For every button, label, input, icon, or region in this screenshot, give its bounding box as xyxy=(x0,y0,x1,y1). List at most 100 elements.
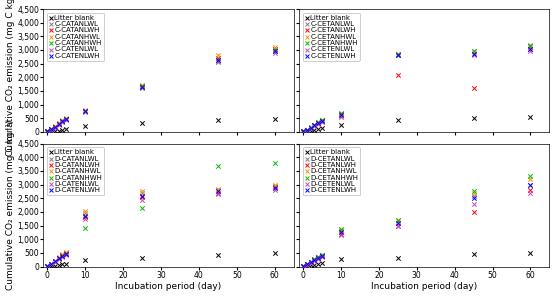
D-CETANLWH xyxy=(299,263,307,268)
C-CETANLWH xyxy=(310,123,319,127)
D-CATANLWL xyxy=(270,184,279,188)
D-CETENLWH xyxy=(314,255,322,260)
D-CETENLWH xyxy=(310,257,319,262)
D-CATANLWH xyxy=(80,215,89,220)
D-CATANHWL xyxy=(270,182,279,187)
Legend: Litter blank, C-CATANLWL, C-CATANLWH, C-CATANHWL, C-CATANHWH, C-CATENLWL, C-CATE: Litter blank, C-CATANLWL, C-CATANLWH, C-… xyxy=(47,12,104,61)
C-CETANLWH xyxy=(526,46,535,51)
C-CATANLWH xyxy=(213,56,222,61)
C-CETENLWH xyxy=(306,125,315,130)
D-CATANLWL xyxy=(80,211,89,216)
D-CATANLWH xyxy=(270,185,279,190)
D-CATENLWH xyxy=(270,186,279,190)
C-CATANHWH xyxy=(47,127,56,132)
C-CETANLWH xyxy=(302,127,311,132)
C-CATENLWH xyxy=(58,119,67,124)
C-CATANLWH xyxy=(138,84,147,89)
C-CATANLWL xyxy=(47,127,56,132)
C-CETANLWL xyxy=(306,125,315,130)
D-CETANHWH xyxy=(317,252,326,257)
D-CETANHWL xyxy=(526,177,535,181)
Litter blank xyxy=(270,116,279,121)
D-CETANLWL xyxy=(299,263,307,268)
Litter blank xyxy=(299,129,307,134)
D-CETANLWL xyxy=(469,193,478,198)
D-CATENLWH xyxy=(80,214,89,218)
D-CETANLWL xyxy=(336,229,345,233)
D-CATANHWL xyxy=(62,250,70,255)
C-CETENLWH xyxy=(526,46,535,51)
D-CATANHWH xyxy=(43,263,52,268)
C-CATENLWL xyxy=(51,125,59,130)
D-CETANLWH xyxy=(310,257,319,262)
C-CETANHWH xyxy=(306,125,315,130)
C-CETENLWH xyxy=(469,51,478,56)
D-CATANHWH xyxy=(51,259,59,264)
C-CATANLWL xyxy=(270,49,279,54)
D-CETENLWH xyxy=(317,253,326,258)
D-CATENLWL xyxy=(43,264,52,268)
D-CETENLWH xyxy=(336,229,345,234)
C-CATANLWH xyxy=(270,46,279,51)
C-CATENLWH xyxy=(80,109,89,114)
D-CATANHWL xyxy=(58,252,67,257)
D-CATENLWH xyxy=(58,253,67,258)
C-CATANHWL xyxy=(58,118,67,122)
C-CATANHWH xyxy=(138,83,147,88)
D-CATANHWH xyxy=(138,206,147,210)
C-CETANHWH xyxy=(317,118,326,123)
D-CATANLWH xyxy=(51,259,59,263)
C-CATENLWL xyxy=(270,50,279,55)
Litter blank xyxy=(393,118,402,123)
C-CATANHWL xyxy=(43,129,52,133)
C-CATENLWL xyxy=(43,129,52,134)
C-CETANHWL xyxy=(299,129,307,134)
D-CATENLWH xyxy=(62,251,70,256)
C-CATANHWH xyxy=(43,129,52,134)
Litter blank xyxy=(213,118,222,123)
C-CATANHWL xyxy=(213,53,222,58)
C-CATENLWH xyxy=(51,124,59,129)
C-CETANHWH xyxy=(314,120,322,124)
Y-axis label: Cumulative CO₂ emission (mg C kg⁻¹): Cumulative CO₂ emission (mg C kg⁻¹) xyxy=(6,0,14,156)
Litter blank xyxy=(62,261,70,266)
C-CETANLWL xyxy=(393,53,402,58)
C-CETANLWH xyxy=(317,118,326,123)
C-CETANHWL xyxy=(310,123,319,128)
D-CATANHWL xyxy=(54,255,63,260)
Litter blank xyxy=(469,116,478,121)
Litter blank xyxy=(336,122,345,127)
C-CETANHWH xyxy=(299,129,307,134)
D-CATANLWH xyxy=(43,263,52,268)
D-CETANLWL xyxy=(310,257,319,262)
D-CETANHWH xyxy=(310,257,319,261)
D-CATANLWL xyxy=(62,252,70,256)
D-CATANHWH xyxy=(213,163,222,168)
D-CETANLWH xyxy=(306,260,315,264)
Litter blank xyxy=(317,260,326,265)
C-CETANHWL xyxy=(336,113,345,118)
C-CATANLWL xyxy=(58,119,67,124)
C-CETANLWH xyxy=(393,72,402,77)
D-CATENLWL xyxy=(138,197,147,202)
D-CETANLWH xyxy=(336,231,345,236)
D-CATANLWH xyxy=(58,253,67,258)
C-CATANLWL xyxy=(54,122,63,127)
D-CATENLWH xyxy=(51,259,59,264)
D-CATANLWL xyxy=(58,254,67,258)
C-CATENLWH xyxy=(138,84,147,89)
C-CATANLWH xyxy=(58,118,67,123)
Litter blank xyxy=(393,255,402,260)
C-CETANHWL xyxy=(306,126,315,130)
D-CETANHWH xyxy=(393,217,402,222)
D-CATANLWL xyxy=(51,260,59,264)
D-CATANHWL xyxy=(51,258,59,263)
C-CATANHWL xyxy=(80,108,89,112)
D-CATENLWH xyxy=(47,262,56,266)
C-CATANHWL xyxy=(47,127,56,131)
C-CATENLWH xyxy=(62,116,70,121)
C-CETENLWL xyxy=(314,122,322,127)
C-CETENLWL xyxy=(299,129,307,134)
C-CETENLWL xyxy=(306,126,315,131)
C-CETANLWL xyxy=(299,129,307,134)
